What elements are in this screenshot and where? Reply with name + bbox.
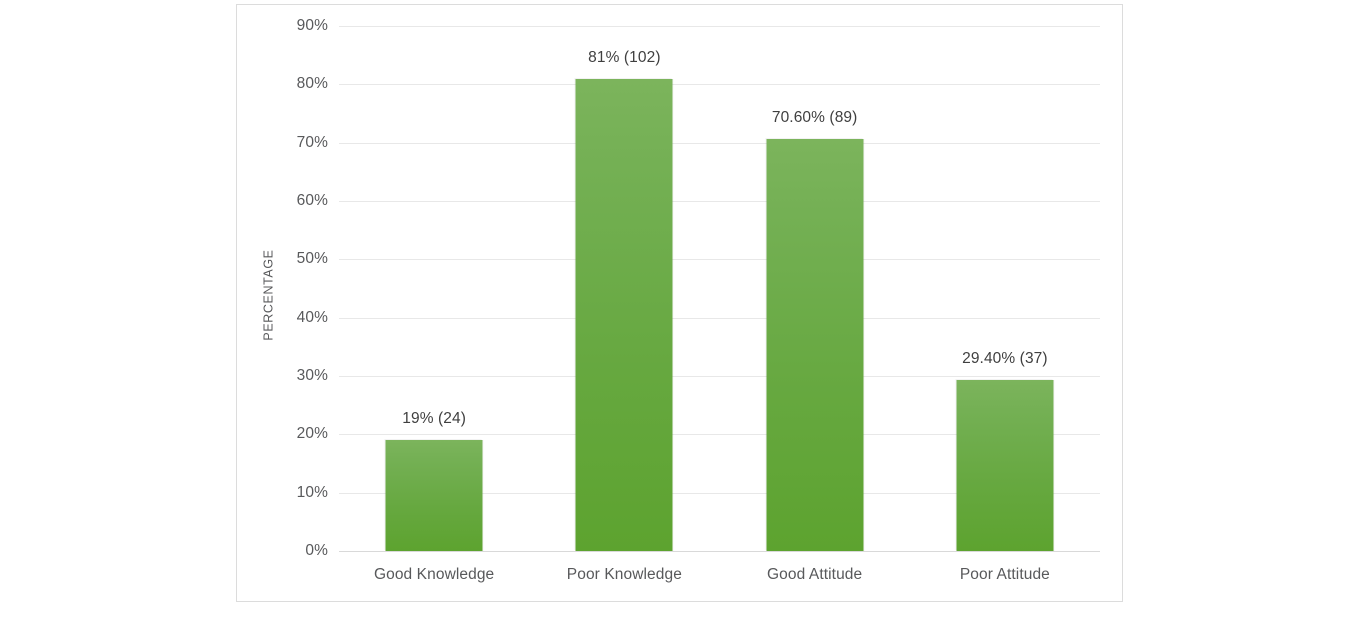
bar[interactable]: 29.40% (37) <box>956 350 1054 551</box>
bar[interactable]: 81% (102) <box>575 49 673 551</box>
gridline-80 <box>339 84 1100 86</box>
bar-group: 29.40% (37) Poor Attitude <box>910 26 1100 583</box>
y-axis-tick-label: 90% <box>296 17 328 34</box>
x-axis-category-label: Poor Attitude <box>959 566 1050 583</box>
y-axis-tick-label: 80% <box>296 75 328 93</box>
bar-value-label: 19% (24) <box>402 410 466 428</box>
bar-group: 70.60% (89) Good Attitude <box>720 26 910 583</box>
gridline-70 <box>339 142 1100 144</box>
x-axis-category-label: Good Attitude <box>767 566 863 583</box>
x-axis-category-label: Poor Knowledge <box>566 566 682 583</box>
gridline-10 <box>339 492 1100 494</box>
bar-group: 19% (24) Good Knowledge <box>339 26 529 583</box>
gridline-60 <box>339 201 1100 202</box>
gridline-0 <box>339 551 1100 552</box>
x-axis-category-label: Good Knowledge <box>373 566 495 583</box>
gridline-30 <box>339 376 1100 377</box>
y-axis-tick-label: 20% <box>296 425 328 443</box>
y-axis-tick-label: 30% <box>296 367 328 384</box>
bar[interactable]: 70.60% (89) <box>766 109 864 551</box>
bar-value-label: 29.40% (37) <box>962 349 1048 367</box>
y-axis-tick-label: 50% <box>296 250 328 268</box>
gridline-20 <box>339 434 1100 436</box>
y-axis-tick-label: 0% <box>305 542 328 559</box>
bar-group: 81% (102) Poor Knowledge <box>529 26 719 584</box>
gridline-50 <box>339 259 1100 261</box>
gridline-40 <box>339 317 1100 319</box>
y-axis-tick-label: 40% <box>296 308 328 326</box>
y-axis-tick-label: 10% <box>296 483 328 501</box>
bar[interactable]: 19% (24) <box>385 410 483 551</box>
y-axis-tick-label: 60% <box>296 192 328 209</box>
plot-area: 0% 10% 20% 30% 40% 50% 60% 70% 80% 90% 19% (24) Goo… <box>297 17 1100 584</box>
bar-value-label: 70.60% (89) <box>771 109 858 127</box>
gridline-90 <box>339 26 1100 27</box>
bar-value-label: 81% (102) <box>588 48 661 66</box>
y-axis-tick-label: 70% <box>296 133 328 151</box>
